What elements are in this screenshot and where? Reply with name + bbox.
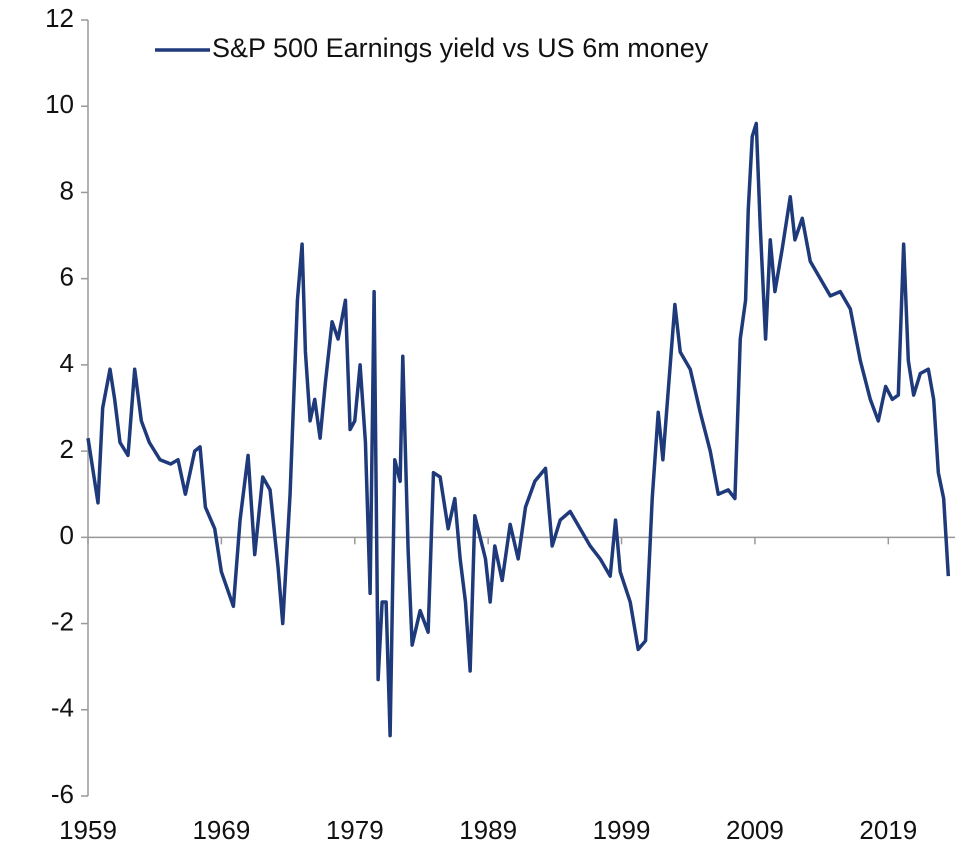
y-tick-label: 10 [45, 89, 74, 119]
y-tick-label: 8 [60, 175, 74, 205]
series-line [86, 121, 951, 738]
y-tick-label: 2 [60, 434, 74, 464]
y-tick-label: -6 [51, 779, 74, 809]
legend-label: S&P 500 Earnings yield vs US 6m money [212, 33, 709, 63]
x-tick-label: 1999 [593, 815, 651, 845]
x-tick-label: 1969 [192, 815, 250, 845]
x-tick-label: 1979 [326, 815, 384, 845]
y-tick-label: 6 [60, 262, 74, 292]
y-tick-label: -2 [51, 606, 74, 636]
x-tick-label: 2009 [726, 815, 784, 845]
y-tick-label: 4 [60, 348, 74, 378]
y-tick-label: 12 [45, 3, 74, 33]
y-tick-label: -4 [51, 693, 74, 723]
x-tick-label: 2019 [859, 815, 917, 845]
x-tick-label: 1989 [459, 815, 517, 845]
x-tick-label: 1959 [59, 815, 117, 845]
y-tick-label: 0 [60, 520, 74, 550]
